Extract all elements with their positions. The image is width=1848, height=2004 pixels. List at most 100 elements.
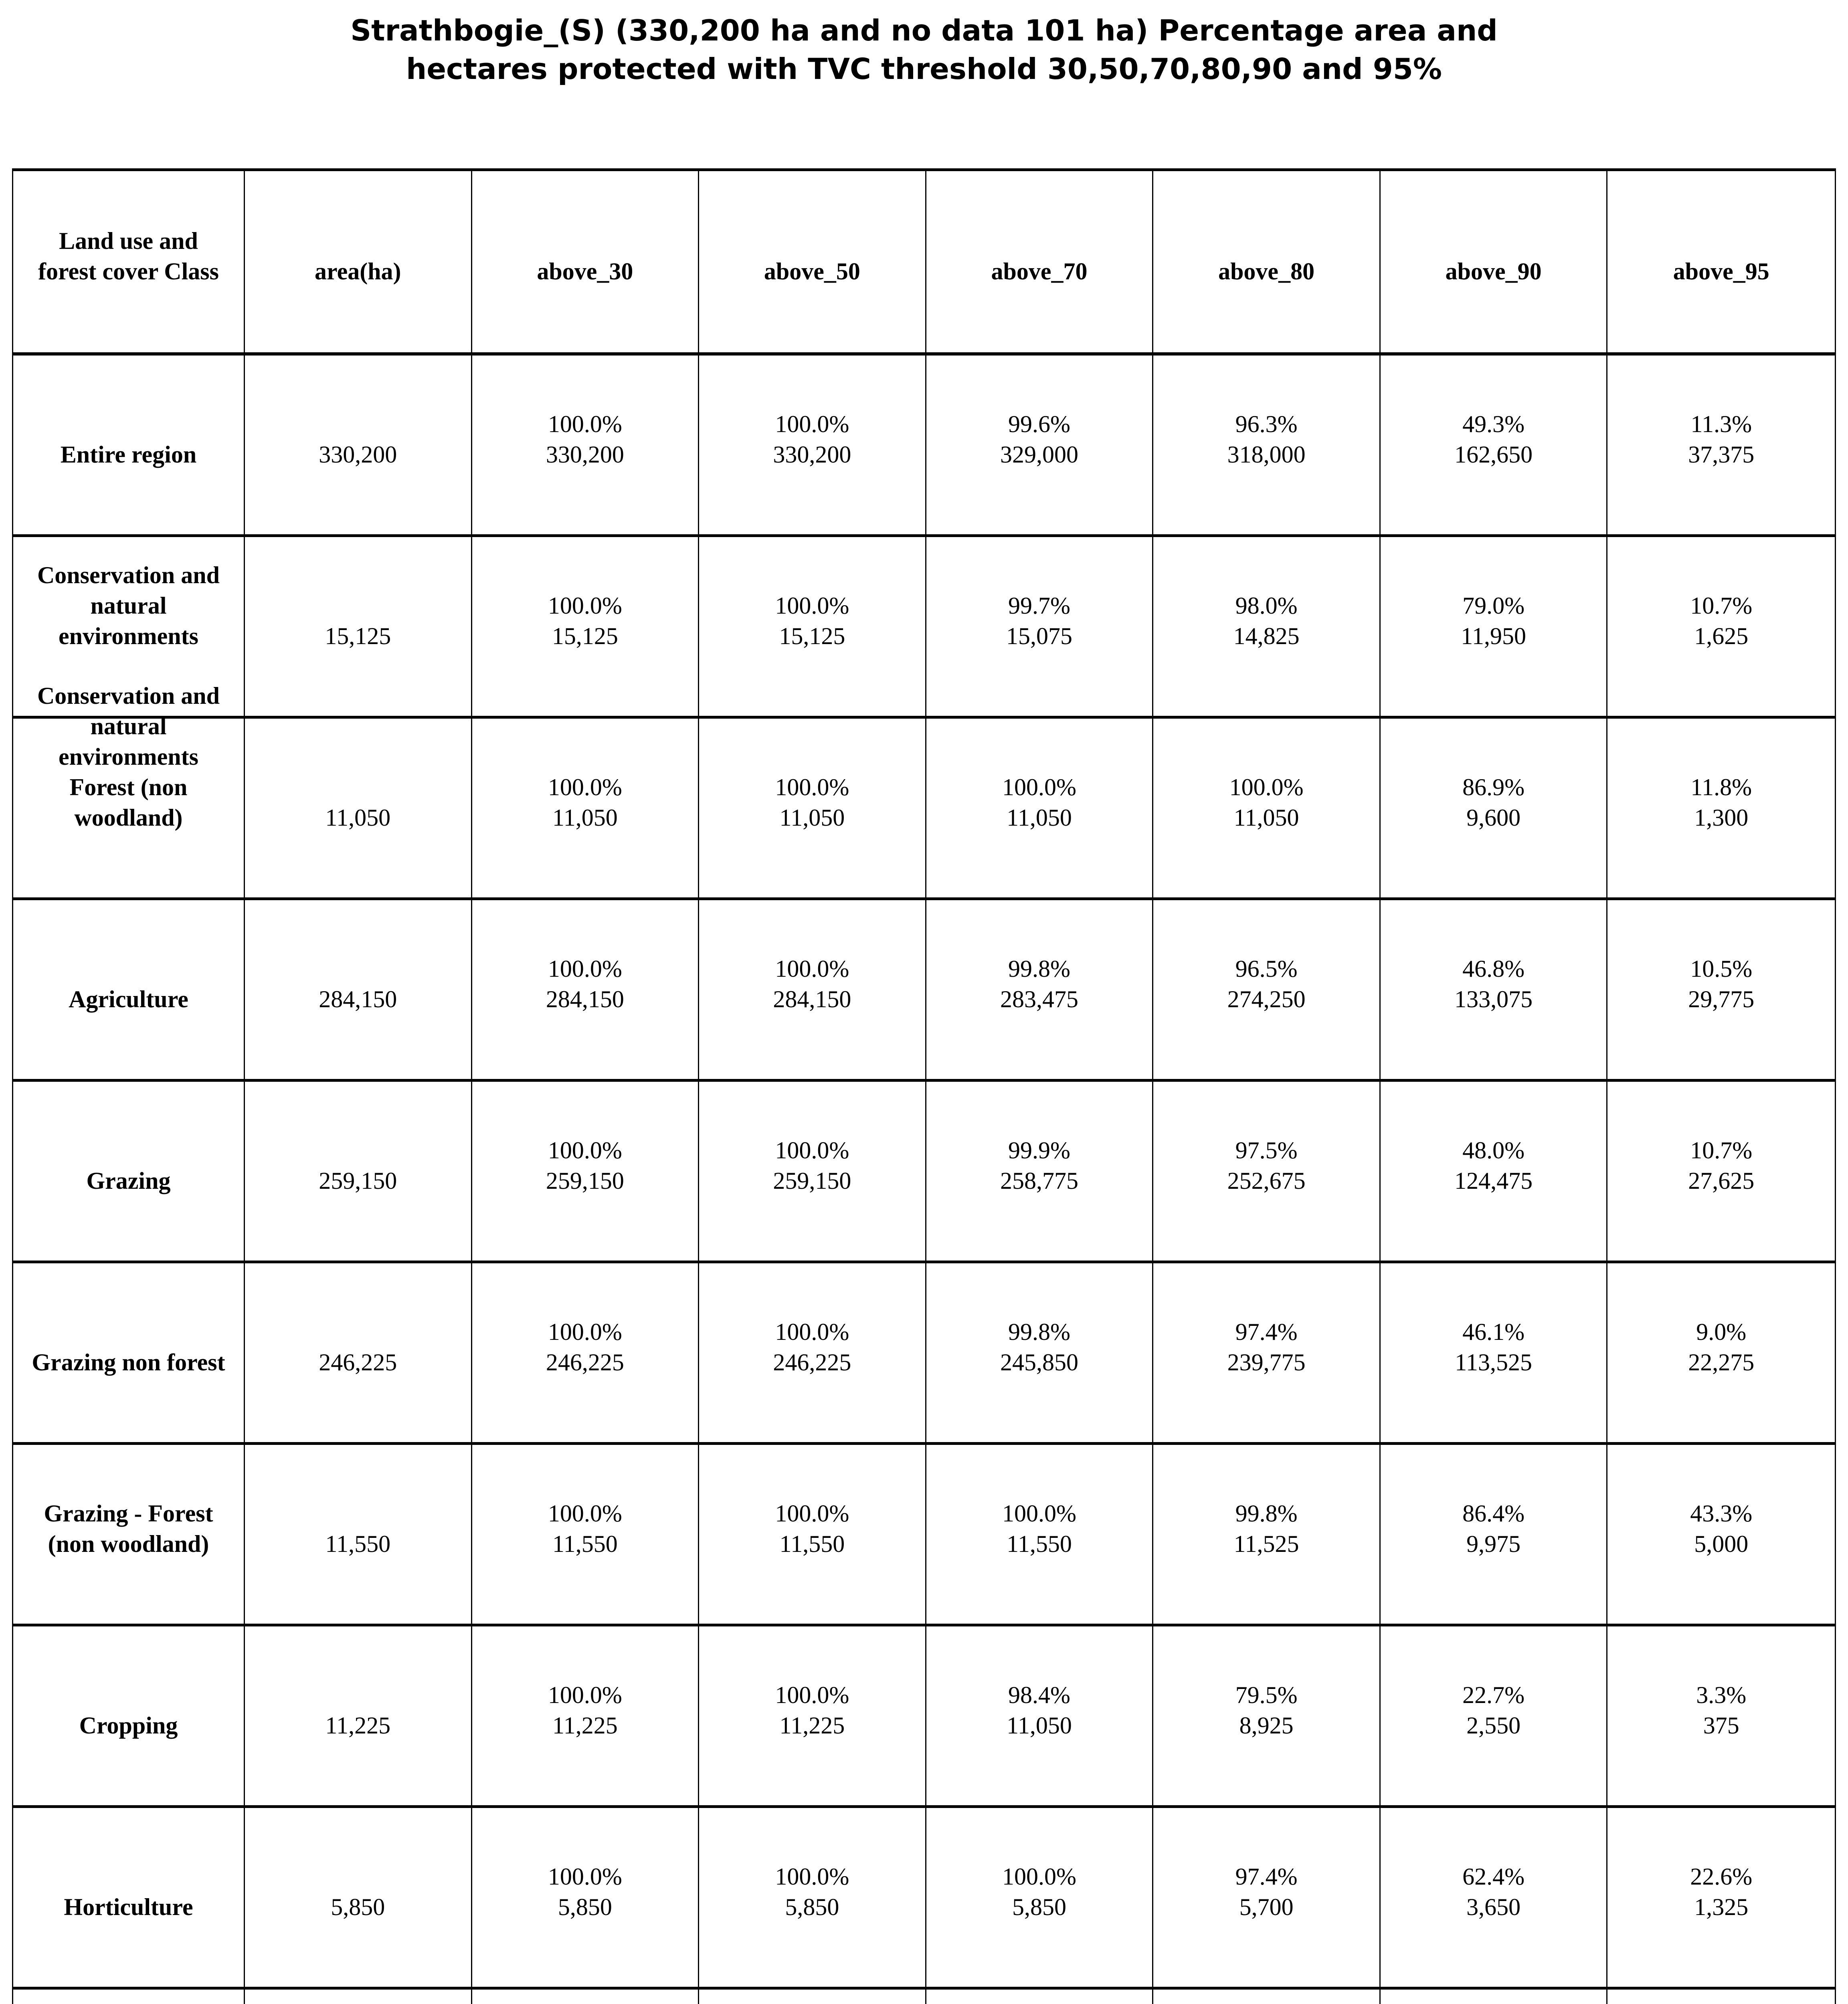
- threshold-cell-above-90: 62.4% 3,650: [1381, 1808, 1608, 1987]
- table-row: Cropping 11,225 100.0% 11,225 100.0% 11,22…: [13, 1626, 1835, 1808]
- threshold-cell-above-50: 100.0% 11,050: [699, 719, 926, 897]
- column-header: above_95: [1673, 258, 1769, 285]
- ha-value: 15,075: [1006, 623, 1072, 649]
- threshold-cell-above-95: 10.7% 1,625: [1607, 537, 1835, 716]
- threshold-cell-above-30: 100.0% 246,225: [472, 1263, 700, 1442]
- pct-value: 99.7%: [1008, 592, 1070, 619]
- row-label: Grazing non forest: [32, 1349, 225, 1376]
- threshold-cell-above-30: 100.0% 5,850: [472, 1808, 700, 1987]
- ha-value: 245,850: [1000, 1349, 1078, 1376]
- table-row: Horticulture 5,850 100.0% 5,850 100.0% 5,8…: [13, 1808, 1835, 1990]
- page-title-line2: hectares protected with TVC threshold 30…: [406, 52, 1442, 86]
- ha-value: 11,525: [1233, 1531, 1299, 1557]
- threshold-cell-above-95: 10.7% 27,625: [1607, 1082, 1835, 1261]
- pct-value: 86.4%: [1462, 1500, 1525, 1527]
- header-cell: area(ha): [245, 171, 472, 352]
- threshold-cell-above-90: 22.7% 2,550: [1381, 1626, 1608, 1805]
- threshold-cell-above-30: 100.0% 11,050: [472, 719, 700, 897]
- pct-value: 22.6%: [1690, 1863, 1753, 1890]
- pct-value: 100.0%: [775, 1319, 849, 1345]
- row-label-cell: Cropping: [13, 1626, 245, 1805]
- ha-value: 259,150: [773, 1168, 851, 1194]
- pct-value: 62.4%: [1462, 1863, 1525, 1890]
- area-value: 11,050: [325, 804, 391, 831]
- area-value: 5,850: [331, 1894, 385, 1920]
- ha-value: 258,775: [1000, 1168, 1078, 1194]
- ha-value: 11,050: [1007, 1712, 1072, 1739]
- threshold-cell-above-95: 43.3% 5,000: [1607, 1445, 1835, 1624]
- pct-value: 99.8%: [1235, 1500, 1298, 1527]
- pct-value: 43.3%: [1690, 1500, 1753, 1527]
- ha-value: 283,475: [1000, 986, 1078, 1012]
- ha-value: 330,200: [773, 441, 851, 468]
- threshold-cell-above-50: 100.0% 259,150: [699, 1082, 926, 1261]
- threshold-cell-above-50: 100.0% 11,550: [699, 1445, 926, 1624]
- pct-value: 100.0%: [775, 774, 849, 800]
- row-label: Entire region: [60, 441, 197, 468]
- row-label: Conservation and natural environments Fo…: [37, 683, 220, 831]
- column-header: above_70: [991, 258, 1088, 285]
- threshold-cell-above-50: 100.0% 5,850: [699, 1808, 926, 1987]
- row-label: Grazing - Forest (non woodland): [44, 1500, 213, 1557]
- table-row: Grazing - Forest (non woodland) 11,550 1…: [13, 1445, 1835, 1626]
- ha-value: 284,150: [546, 986, 624, 1012]
- ha-value: 246,225: [546, 1349, 624, 1376]
- pct-value: 48.0%: [1462, 1137, 1525, 1164]
- threshold-cell-above-50: 100.0% 11,225: [699, 1626, 926, 1805]
- pct-value: 99.6%: [1008, 411, 1070, 437]
- ha-value: 318,000: [1227, 441, 1306, 468]
- ha-value: 15,125: [552, 623, 618, 649]
- ha-value: 162,650: [1454, 441, 1533, 468]
- threshold-cell-above-50: 100.0% 330,200: [699, 356, 926, 534]
- threshold-cell-above-90: 30.3%2,400: [1381, 1990, 1608, 2004]
- header-cell: above_70: [926, 171, 1154, 352]
- table-row: Grazing non forest 246,225 100.0% 246,225…: [13, 1263, 1835, 1445]
- pct-value: 100.0%: [548, 1682, 622, 1708]
- threshold-cell-above-50: 100.0% 15,125: [699, 537, 926, 716]
- header-cell: above_50: [699, 171, 926, 352]
- table-header-row: Land use and forest cover Class area(ha)…: [13, 171, 1835, 356]
- pct-value: 10.7%: [1690, 1137, 1753, 1164]
- threshold-cell-above-70: 100.0% 11,550: [926, 1445, 1154, 1624]
- threshold-cell-above-90: 79.0% 11,950: [1381, 537, 1608, 716]
- threshold-cell-above-70: 99.6% 329,000: [926, 356, 1154, 534]
- ha-value: 11,550: [779, 1531, 845, 1557]
- threshold-cell-above-80: 87.7%6,950: [1153, 1990, 1381, 2004]
- pct-value: 100.0%: [775, 1682, 849, 1708]
- threshold-cell-above-50: 100.0% 284,150: [699, 900, 926, 1079]
- pct-value: 100.0%: [1002, 1863, 1076, 1890]
- ha-value: 1,325: [1694, 1894, 1749, 1920]
- threshold-cell-above-70: 100.0% 11,050: [926, 719, 1154, 897]
- pct-value: 97.4%: [1235, 1319, 1298, 1345]
- threshold-cell-above-95: 5.7%450: [1607, 1990, 1835, 2004]
- threshold-cell-above-90: 48.0% 124,475: [1381, 1082, 1608, 1261]
- area-value: 330,200: [319, 441, 397, 468]
- ha-value: 329,000: [1000, 441, 1078, 468]
- ha-value: 239,775: [1227, 1349, 1306, 1376]
- ha-value: 330,200: [546, 441, 624, 468]
- column-header: above_80: [1218, 258, 1315, 285]
- row-label: Horticulture: [64, 1894, 193, 1920]
- ha-value: 11,050: [1007, 804, 1072, 831]
- pct-value: 97.5%: [1235, 1137, 1298, 1164]
- area-cell: 15,125: [245, 537, 472, 716]
- threshold-cell-above-70: 100.0% 5,850: [926, 1808, 1154, 1987]
- pct-value: 100.0%: [1002, 774, 1076, 800]
- pct-value: 100.0%: [548, 956, 622, 982]
- header-cell: above_80: [1153, 171, 1381, 352]
- ha-value: 11,225: [779, 1712, 845, 1739]
- pct-value: 100.0%: [775, 411, 849, 437]
- row-label-cell: Horticulture: [13, 1808, 245, 1987]
- ha-value: 284,150: [773, 986, 851, 1012]
- threshold-cell-above-80: 97.4% 239,775: [1153, 1263, 1381, 1442]
- threshold-cell-above-90: 46.8% 133,075: [1381, 900, 1608, 1079]
- threshold-cell-above-80: 100.0% 11,050: [1153, 719, 1381, 897]
- table-row: Conservation and natural environments Fo…: [13, 683, 1835, 900]
- row-label-cell: Conservation and natural environments: [13, 537, 245, 716]
- row-label-cell: Agriculture: [13, 900, 245, 1079]
- row-label-cell: Grazing non forest: [13, 1263, 245, 1442]
- pct-value: 11.3%: [1690, 411, 1752, 437]
- area-value: 11,550: [325, 1531, 391, 1557]
- threshold-cell-above-80: 99.8% 11,525: [1153, 1445, 1381, 1624]
- pct-value: 79.0%: [1462, 592, 1525, 619]
